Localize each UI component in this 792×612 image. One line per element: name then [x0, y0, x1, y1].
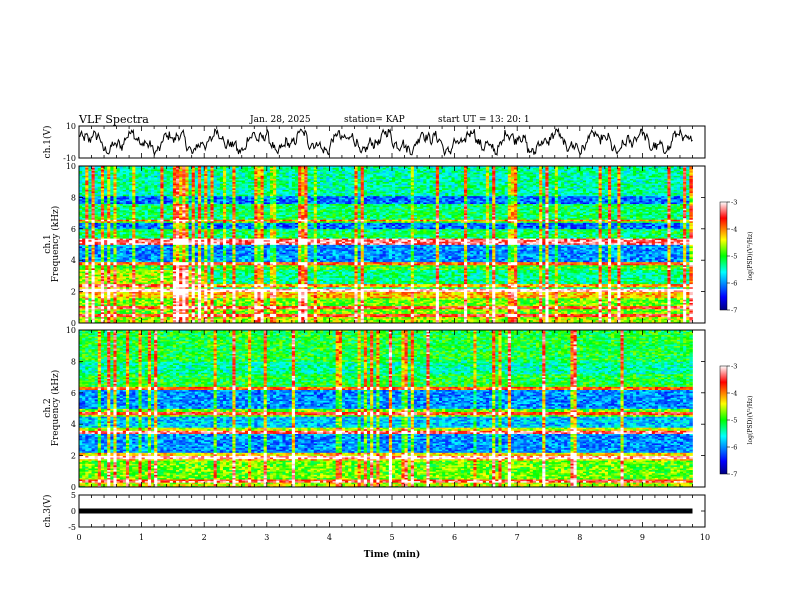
- ch1-waveform-line: [79, 129, 693, 155]
- ch1-waveform-ylabel: ch.1(V): [42, 126, 53, 159]
- ch1-waveform-ytick-label: 10: [66, 122, 76, 131]
- vlf-figure: 10-10 ch.1(V) 0246810 ch.1 Frequency (kH…: [0, 0, 792, 612]
- ch1-waveform-panel: 10-10 ch.1(V): [42, 122, 705, 163]
